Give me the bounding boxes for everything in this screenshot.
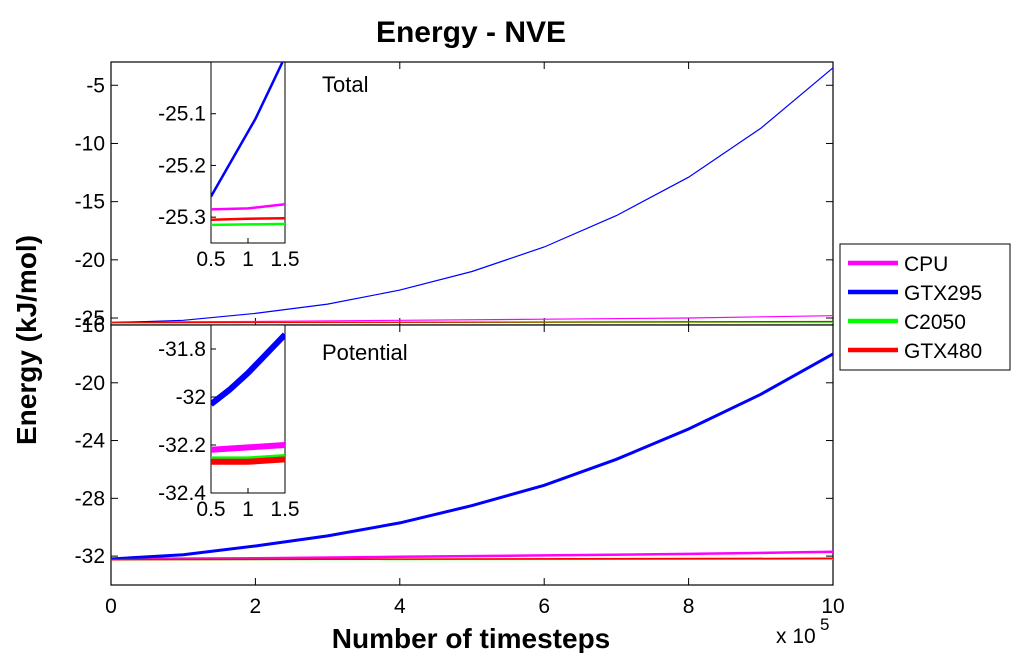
series-line-gtx480 — [110, 557, 834, 561]
y-tick-label: -32 — [75, 545, 105, 568]
y-tick-label: -5 — [86, 74, 105, 97]
panel-label-bottom: Potential — [322, 340, 408, 365]
inset-frame — [210, 324, 286, 494]
inset-x-tick-label: 1.5 — [270, 248, 299, 271]
legend-item-c2050: C2050 — [848, 311, 966, 334]
inset-series — [211, 332, 285, 465]
x-tick-label: 6 — [538, 595, 550, 618]
inset-line-gtx480 — [211, 456, 285, 465]
legend-label: GTX295 — [904, 282, 982, 305]
inset-line-gtx480 — [211, 216, 285, 221]
inset-line-c2050 — [211, 222, 285, 227]
y-tick-label: -10 — [75, 132, 105, 155]
inset-series — [211, 62, 285, 227]
chart-title: Energy - NVE — [376, 16, 566, 49]
panel-top: -25 -20 -15 -10 -5 Total -25.3 -25.2 -25.1 0.5 1 1.… — [75, 61, 834, 330]
y-tick-label: -25 — [75, 307, 105, 330]
series-line-cpu — [110, 550, 834, 561]
x-tick-label: 10 — [821, 595, 844, 618]
y-tick-label: -16 — [75, 314, 105, 337]
inset-y-tick-label: -31.8 — [158, 338, 206, 361]
inset-y-tick-label: -25.2 — [158, 154, 206, 177]
x-multiplier-exponent: 5 — [820, 615, 829, 634]
inset-line-gtx295 — [211, 332, 285, 407]
inset-x-tick-label: 1 — [242, 248, 254, 271]
inset-x-tick-label: 1.5 — [270, 498, 299, 521]
inset-top: -25.3 -25.2 -25.1 0.5 1 1.5 — [158, 61, 300, 271]
y-tick-label: -28 — [75, 487, 105, 510]
legend-label: CPU — [904, 253, 948, 276]
y-tick-label: -20 — [75, 249, 105, 272]
y-axis-label: Energy (kJ/mol) — [11, 235, 42, 445]
inset-y-tick-label: -32.4 — [158, 482, 206, 505]
legend-item-gtx480: GTX480 — [848, 340, 982, 363]
inset-y-tick-label: -32 — [176, 386, 206, 409]
y-tick-label: -24 — [75, 430, 106, 453]
inset-y-tick-label: -32.2 — [158, 434, 206, 457]
x-tick-label: 0 — [105, 595, 117, 618]
inset-line-cpu — [211, 442, 285, 453]
panel-label-top: Total — [322, 72, 368, 97]
inset-x-tick-label: 0.5 — [196, 498, 225, 521]
legend-label: C2050 — [904, 311, 966, 334]
x-axis-label: Number of timesteps — [332, 623, 611, 653]
legend-item-gtx295: GTX295 — [848, 282, 982, 305]
inset-x-tick-label: 1 — [242, 498, 254, 521]
series-line-cpu — [110, 315, 834, 323]
inset-bottom: -32.4 -32.2 -32 -31.8 0.5 1 1.5 — [158, 324, 300, 521]
inset-line-cpu — [211, 202, 285, 211]
x-multiplier-base: x 10 — [776, 625, 816, 648]
plot-panels: -25 -20 -15 -10 -5 Total -25.3 -25.2 -25.1 0.5 1 1.… — [75, 61, 845, 618]
y-tick-label: -15 — [75, 191, 105, 214]
legend: CPU GTX295 C2050 GTX480 — [839, 243, 1011, 371]
y-tick-label: -20 — [75, 372, 105, 395]
series-line-gtx480 — [110, 320, 834, 324]
series-line-gtx295 — [110, 67, 834, 324]
legend-label: GTX480 — [904, 340, 982, 363]
x-tick-label: 8 — [683, 595, 695, 618]
inset-frame — [210, 61, 286, 244]
inset-x-tick-label: 0.5 — [196, 248, 225, 271]
inset-line-gtx295 — [211, 62, 284, 198]
inset-y-tick-label: -25.1 — [158, 103, 206, 126]
inset-y-tick-label: -25.3 — [158, 206, 206, 229]
legend-item-cpu: CPU — [848, 253, 948, 276]
x-tick-label: 2 — [250, 595, 262, 618]
panel-bottom: -32-28-24-20-160 2 4 6 8 10Potential-32.4-32.… — [75, 314, 845, 618]
x-tick-label: 4 — [394, 595, 406, 618]
series-line-gtx295 — [110, 352, 834, 561]
